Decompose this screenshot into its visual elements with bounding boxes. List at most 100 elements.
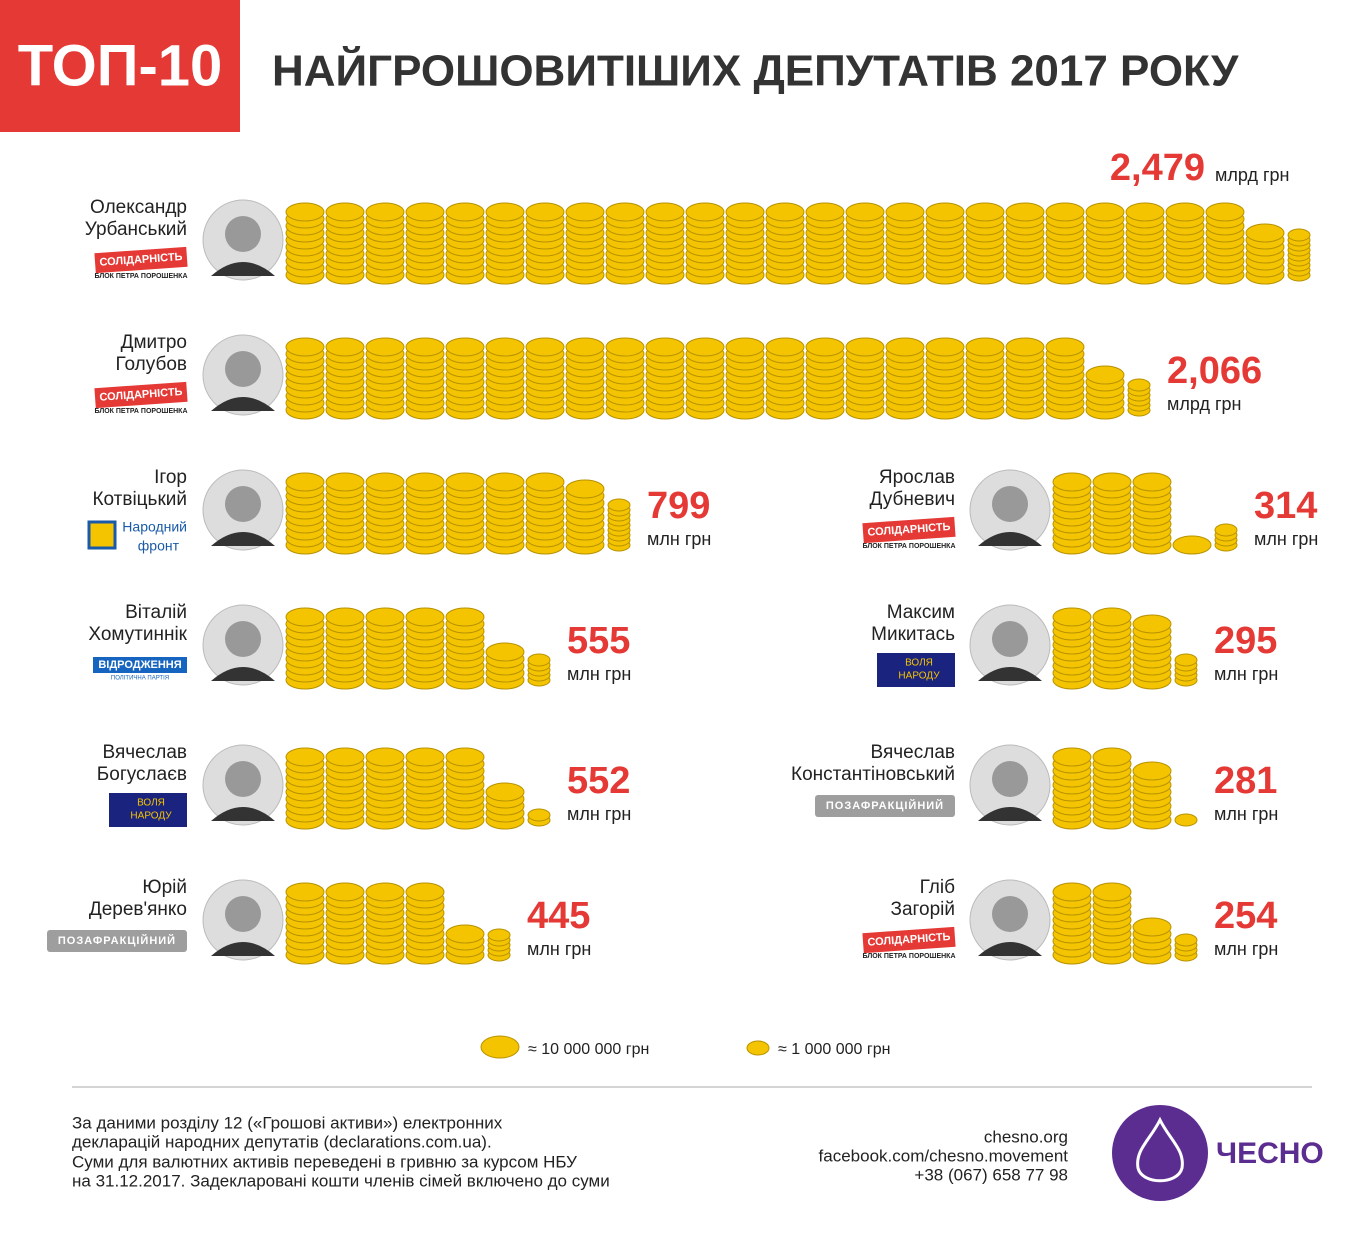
unit: млрд грн [1215, 165, 1290, 185]
coin [485, 782, 525, 802]
coin [1045, 202, 1085, 222]
deputy-name: Голубов [115, 354, 187, 375]
coin [405, 747, 445, 767]
coin [285, 337, 325, 357]
deputy-name: Ярослав [879, 467, 955, 488]
value: 295 [1214, 620, 1277, 662]
deputy-name: Дерев'янко [89, 899, 187, 920]
party: Народний [122, 519, 187, 535]
coin [405, 472, 445, 492]
coin [1005, 337, 1045, 357]
logo-garlic [1136, 1116, 1184, 1183]
party: НАРОДУ [898, 671, 940, 682]
party: БЛОК ПЕТРА ПОРОШЕНКА [862, 953, 955, 960]
coin [445, 747, 485, 767]
coin [1174, 813, 1198, 827]
coin-stack [1052, 747, 1198, 830]
coin [1132, 614, 1172, 634]
photo-head [225, 761, 261, 797]
contact[interactable]: facebook.com/chesno.movement [819, 1146, 1069, 1165]
deputy-name: Константіновський [791, 764, 955, 785]
source: на 31.12.2017. Задекларовані кошти члені… [72, 1171, 610, 1190]
logo-mark [1112, 1105, 1208, 1201]
coin [405, 882, 445, 902]
coin [1132, 472, 1172, 492]
coin [685, 337, 725, 357]
coin [445, 337, 485, 357]
unit: млн грн [567, 664, 631, 684]
coin [1052, 882, 1092, 902]
photo-head [225, 216, 261, 252]
deputy-name: Богуслаєв [97, 764, 187, 785]
coin [325, 337, 365, 357]
party-box [94, 381, 188, 409]
coin [285, 747, 325, 767]
coin [1132, 917, 1172, 937]
contact[interactable]: chesno.org [984, 1127, 1068, 1146]
party-box [94, 246, 188, 274]
deputy-name: Загорій [890, 899, 955, 920]
party: СОЛІДАРНІСТЬ [99, 386, 183, 404]
coin [365, 202, 405, 222]
coin [1172, 535, 1212, 555]
coin [965, 202, 1005, 222]
coin [485, 472, 525, 492]
photo-body [978, 667, 1042, 681]
contact: +38 (067) 658 77 98 [914, 1165, 1068, 1184]
deputy-name: Вячеслав [871, 742, 955, 763]
unit: млн грн [527, 939, 591, 959]
coin [485, 642, 525, 662]
party: ВІДРОДЖЕННЯ [98, 659, 181, 671]
coin [285, 607, 325, 627]
legend-label: ≈ 10 000 000 грн [528, 1041, 649, 1058]
coin-stack [285, 472, 631, 555]
coin [365, 337, 405, 357]
party-box [877, 653, 955, 687]
source: декларацій народних депутатів (declarati… [72, 1132, 492, 1151]
coin [365, 472, 405, 492]
photo-head [225, 621, 261, 657]
coin [565, 479, 605, 499]
unit: млн грн [1214, 664, 1278, 684]
coin [1092, 607, 1132, 627]
coin [1052, 747, 1092, 767]
photo-head [992, 621, 1028, 657]
legend-coin [746, 1040, 770, 1056]
deputy-name: Олександр [90, 197, 187, 218]
unit: млн грн [1214, 939, 1278, 959]
coin [1287, 228, 1311, 242]
party: ПОЗАФРАКЦІЙНИЙ [58, 934, 176, 947]
coin [1085, 365, 1125, 385]
party-box [93, 657, 187, 673]
photo-body [211, 532, 275, 546]
badge-box [0, 0, 240, 132]
deputy-name: Хомутиннік [88, 624, 187, 645]
coin-stack [285, 882, 511, 965]
legend-label: ≈ 1 000 000 грн [778, 1041, 890, 1058]
deputy-name: Дмитро [121, 332, 187, 353]
coin [487, 928, 511, 942]
deputy-name: Микитась [871, 624, 955, 645]
unit: млн грн [647, 529, 711, 549]
coin [525, 337, 565, 357]
coin [365, 747, 405, 767]
value: 555 [567, 620, 630, 662]
coin [1174, 933, 1198, 947]
coin [285, 882, 325, 902]
value: 799 [647, 485, 710, 527]
value: 254 [1214, 895, 1277, 937]
coin [925, 202, 965, 222]
coin [565, 337, 605, 357]
value: 552 [567, 760, 630, 802]
coin-stack [285, 337, 1151, 420]
party-box [862, 926, 956, 954]
coin-stack [1052, 472, 1238, 555]
coin [805, 337, 845, 357]
coin-stack [285, 747, 551, 830]
coin [645, 202, 685, 222]
party-icon [87, 520, 117, 550]
party-box [862, 516, 956, 544]
